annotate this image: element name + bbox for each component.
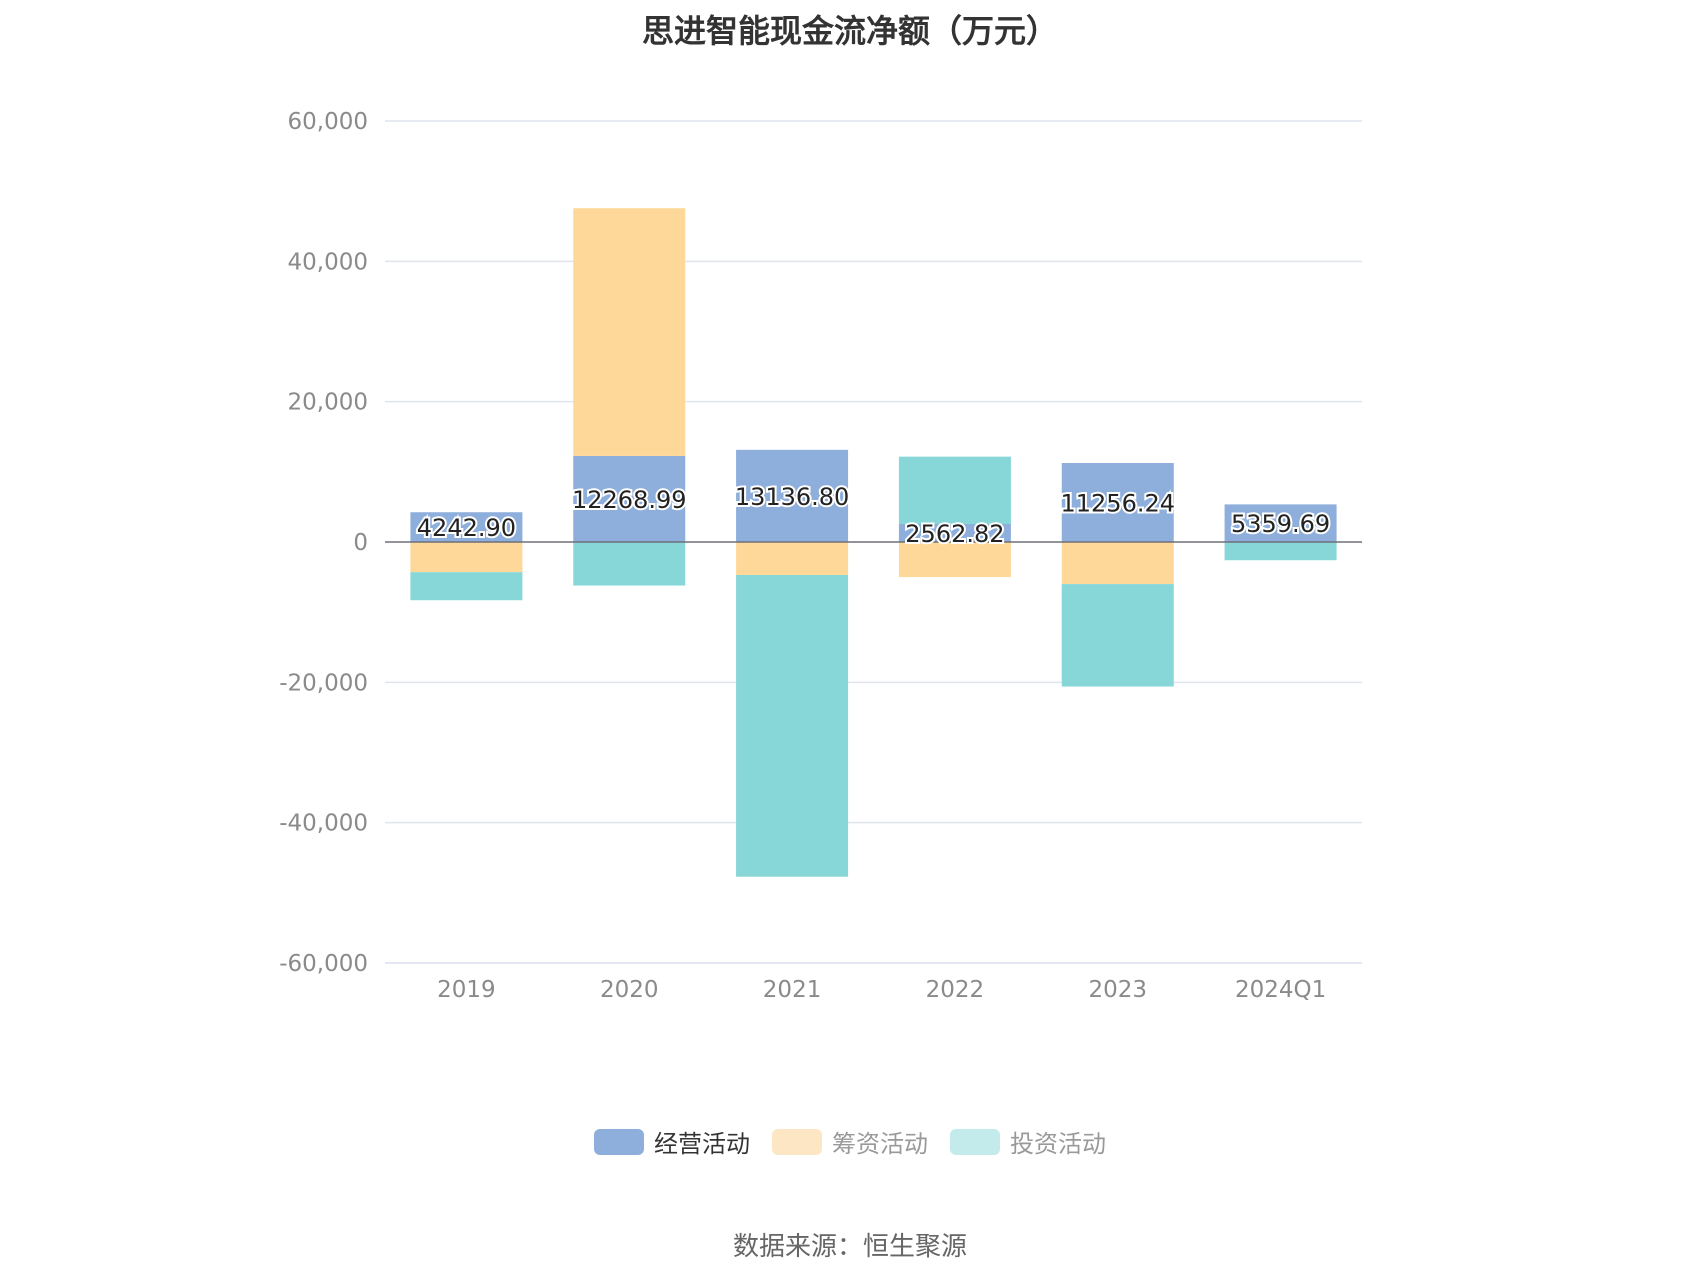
data-source: 数据来源：恒生聚源 [732, 1232, 967, 1262]
bar-投资活动-2021[interactable] [736, 574, 849, 877]
bar-筹资活动-2023[interactable] [1061, 542, 1174, 585]
legend-label-investing: 投资活动 [1010, 1130, 1106, 1158]
x-tick-label: 2024Q1 [1235, 977, 1326, 1003]
legend-item-operating[interactable]: 经营活动 [594, 1124, 750, 1159]
legend-swatch-operating [594, 1128, 644, 1155]
bar-投资活动-2024Q1[interactable] [1224, 542, 1337, 561]
bar-经营活动-2024Q1[interactable] [1224, 504, 1337, 542]
y-tick-label: -60,000 [279, 951, 368, 977]
data-label: 11256.24 [1060, 490, 1175, 518]
bar-经营活动-2022[interactable] [898, 524, 1011, 542]
bar-投资活动-2019[interactable] [410, 572, 523, 601]
legend-label-financing: 筹资活动 [832, 1130, 928, 1158]
bar-投资活动-2022[interactable] [898, 456, 1011, 525]
bar-筹资活动-2019[interactable] [410, 542, 523, 573]
x-tick-label: 2021 [763, 977, 822, 1003]
bar-筹资活动-2021[interactable] [736, 542, 849, 575]
data-label: 5359.69 [1231, 510, 1330, 538]
legend-label-operating: 经营活动 [654, 1130, 750, 1158]
data-label: 13136.80 [735, 483, 850, 511]
y-tick-label: 20,000 [288, 390, 368, 416]
x-tick-label: 2022 [926, 977, 985, 1003]
bar-经营活动-2019[interactable] [410, 512, 523, 542]
bar-投资活动-2023[interactable] [1061, 584, 1174, 687]
data-label: 4242.90 [417, 514, 516, 542]
data-label: 2562.82 [905, 520, 1004, 548]
legend: 经营活动 筹资活动 投资活动 [0, 1124, 1700, 1159]
bar-经营活动-2023[interactable] [1061, 463, 1174, 542]
y-tick-label: 0 [353, 530, 368, 556]
chart-title: 思进智能现金流净额（万元） [641, 12, 1058, 50]
bar-筹资活动-2020[interactable] [573, 208, 686, 456]
bar-经营活动-2020[interactable] [573, 455, 686, 542]
bar-投资活动-2020[interactable] [573, 542, 686, 586]
legend-swatch-financing [772, 1128, 822, 1155]
legend-item-investing[interactable]: 投资活动 [950, 1124, 1106, 1159]
x-tick-label: 2023 [1088, 977, 1147, 1003]
axis-layer: 60,000 40,000 20,000 0 -20,000 -40,000 -60,000… [279, 109, 1362, 1003]
data-label: 12268.99 [572, 486, 687, 514]
y-tick-label: 60,000 [288, 109, 368, 135]
bar-经营活动-2021[interactable] [736, 449, 849, 542]
bar-layer [410, 208, 1337, 877]
y-tick-label: -20,000 [279, 670, 368, 696]
y-tick-label: 40,000 [288, 249, 368, 275]
label-layer: 4242.90 12268.99 13136.80 2562.82 11256.24 53… [415, 481, 1332, 550]
legend-swatch-investing [950, 1128, 1000, 1155]
y-tick-label: -40,000 [279, 811, 368, 837]
x-tick-label: 2019 [437, 977, 496, 1003]
x-tick-label: 2020 [600, 977, 659, 1003]
legend-item-financing[interactable]: 筹资活动 [772, 1124, 928, 1159]
bar-筹资活动-2022[interactable] [898, 542, 1011, 578]
